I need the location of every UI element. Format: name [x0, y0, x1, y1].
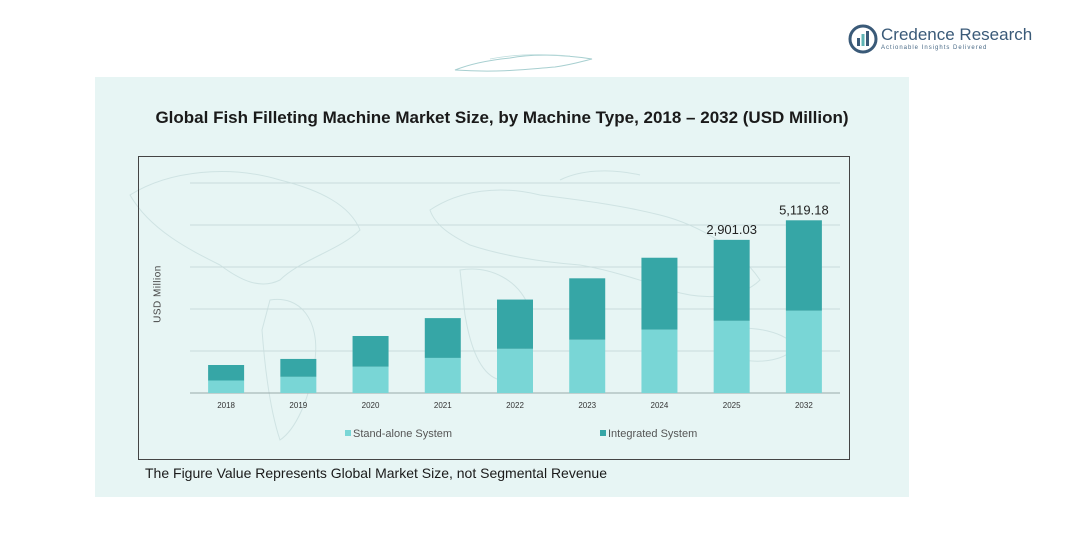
decorative-outline — [454, 54, 593, 72]
x-tick-label: 2032 — [795, 401, 813, 410]
plot-frame — [138, 156, 850, 460]
brand-tagline: Actionable Insights Delivered — [881, 45, 988, 51]
bar-integrated-2024 — [641, 257, 678, 330]
chart-title: Global Fish Filleting Machine Market Siz… — [155, 108, 849, 127]
legend-swatch-1 — [600, 430, 606, 436]
bar-standalone-2032 — [785, 310, 822, 393]
x-tick-label: 2019 — [289, 401, 307, 410]
chart-panel — [95, 77, 909, 497]
brand-name: Credence Research — [881, 25, 1033, 44]
bar-standalone-2022 — [497, 348, 533, 393]
data-label-2032: 5,119.18 — [779, 202, 829, 217]
legend-label-1: Integrated System — [608, 428, 697, 440]
footnote: The Figure Value Represents Global Marke… — [145, 465, 607, 481]
x-tick-label: 2020 — [362, 401, 380, 410]
x-tick-label: 2024 — [651, 401, 669, 410]
bar-integrated-2023 — [569, 278, 606, 340]
bar-integrated-2022 — [497, 299, 533, 349]
bar-standalone-2018 — [208, 380, 245, 393]
bar-standalone-2021 — [424, 357, 461, 393]
bar-standalone-2023 — [569, 339, 606, 393]
bar-standalone-2019 — [280, 376, 317, 393]
brand-mark-icon — [848, 24, 878, 54]
bar-standalone-2020 — [352, 366, 389, 393]
bar-integrated-2032 — [785, 220, 822, 311]
bar-integrated-2021 — [424, 318, 461, 358]
x-tick-label: 2021 — [434, 401, 452, 410]
legend-swatch-0 — [345, 430, 351, 436]
legend-label-0: Stand-alone System — [353, 428, 452, 440]
bar-standalone-2025 — [713, 320, 750, 393]
x-tick-label: 2023 — [578, 401, 596, 410]
data-label-2025: 2,901.03 — [706, 222, 757, 237]
x-tick-label: 2018 — [217, 401, 235, 410]
bar-integrated-2018 — [208, 365, 245, 381]
x-tick-label: 2022 — [506, 401, 524, 410]
brand-logo: Credence Research Actionable Insights De… — [848, 22, 1048, 58]
bar-standalone-2024 — [641, 329, 678, 393]
bar-integrated-2019 — [280, 358, 317, 377]
x-tick-label: 2025 — [723, 401, 741, 410]
bar-integrated-2020 — [352, 335, 389, 367]
bar-integrated-2025 — [713, 239, 750, 321]
